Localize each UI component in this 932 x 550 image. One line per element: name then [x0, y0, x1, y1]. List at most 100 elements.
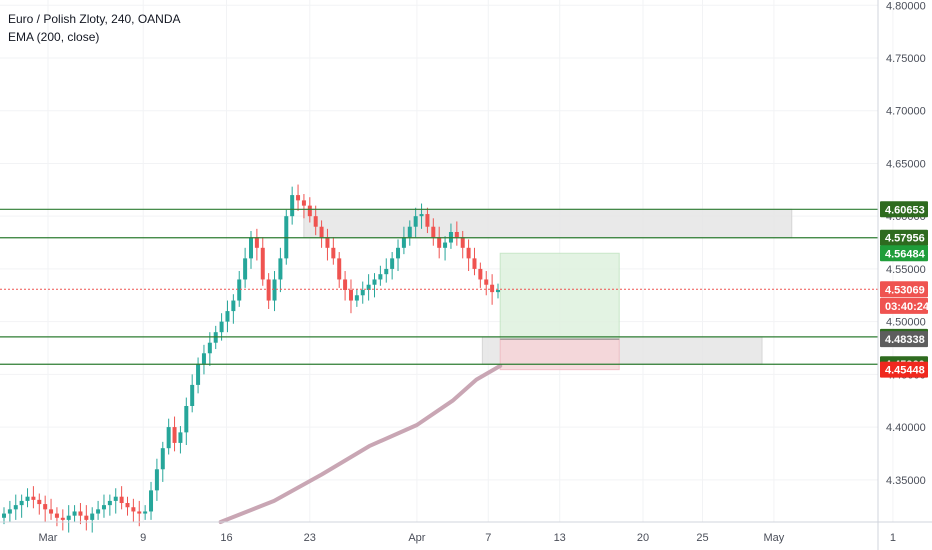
candle[interactable]: [407, 220, 412, 246]
candle[interactable]: [237, 271, 242, 307]
candle[interactable]: [360, 281, 365, 304]
price-badge-level[interactable]: 4.57956: [880, 229, 928, 246]
candle[interactable]: [231, 294, 236, 324]
candle[interactable]: [178, 426, 183, 454]
candle[interactable]: [13, 494, 18, 520]
candle[interactable]: [172, 416, 177, 452]
candle[interactable]: [54, 507, 59, 527]
gray-zone[interactable]: [303, 208, 793, 239]
candle[interactable]: [160, 441, 165, 482]
candle[interactable]: [278, 247, 283, 293]
candle[interactable]: [31, 486, 36, 509]
candle[interactable]: [249, 230, 253, 269]
candle[interactable]: [2, 507, 6, 525]
candle[interactable]: [166, 418, 171, 455]
candle[interactable]: [190, 374, 195, 413]
candle[interactable]: [443, 236, 448, 261]
candle[interactable]: [113, 488, 118, 514]
candle[interactable]: [131, 498, 136, 522]
candle[interactable]: [19, 494, 24, 518]
candle[interactable]: [7, 500, 12, 522]
candle-body: [360, 290, 365, 296]
price-badge-countdown[interactable]: 03:40:24: [880, 297, 930, 314]
candle-body: [366, 284, 371, 290]
candle[interactable]: [125, 496, 130, 516]
candle[interactable]: [272, 271, 277, 312]
price-badge-entry[interactable]: 4.48338: [880, 331, 928, 348]
price-badge-current[interactable]: 4.53069: [880, 281, 928, 298]
candle[interactable]: [372, 273, 377, 298]
candle[interactable]: [343, 271, 348, 301]
candle[interactable]: [348, 279, 353, 314]
candle[interactable]: [84, 505, 89, 531]
candle[interactable]: [101, 494, 106, 518]
candle[interactable]: [119, 486, 124, 510]
candle[interactable]: [254, 228, 259, 261]
candle[interactable]: [96, 500, 101, 520]
symbol-title[interactable]: Euro / Polish Zloty, 240, OANDA: [8, 12, 181, 26]
candle[interactable]: [301, 194, 306, 219]
candle[interactable]: [37, 493, 42, 515]
candle[interactable]: [496, 283, 500, 299]
ema-200-line[interactable]: [218, 363, 503, 524]
candle[interactable]: [266, 273, 271, 309]
candle[interactable]: [396, 239, 401, 272]
candle[interactable]: [313, 205, 318, 236]
chart-grid: [0, 0, 894, 522]
price-badge-target[interactable]: 4.56484: [880, 245, 928, 262]
price-badge-level[interactable]: 4.60653: [880, 201, 928, 218]
candle[interactable]: [90, 507, 95, 533]
candle[interactable]: [78, 503, 83, 525]
candle[interactable]: [401, 226, 406, 255]
candle[interactable]: [460, 230, 465, 259]
candle[interactable]: [143, 505, 148, 520]
candle[interactable]: [107, 494, 112, 516]
candle[interactable]: [484, 271, 489, 296]
price-badge-stop[interactable]: 4.45448: [880, 361, 928, 378]
candle[interactable]: [419, 203, 424, 229]
candle[interactable]: [454, 221, 459, 246]
candle[interactable]: [296, 184, 301, 211]
candle[interactable]: [49, 498, 54, 520]
candle[interactable]: [219, 313, 224, 341]
candle[interactable]: [466, 239, 471, 272]
candle[interactable]: [25, 488, 30, 508]
candle[interactable]: [331, 237, 336, 265]
candle[interactable]: [196, 357, 201, 394]
candle[interactable]: [149, 481, 154, 520]
candle[interactable]: [354, 288, 359, 307]
candle[interactable]: [366, 274, 371, 301]
candle[interactable]: [243, 247, 248, 288]
candle[interactable]: [66, 505, 71, 533]
candle[interactable]: [201, 344, 206, 375]
candle[interactable]: [472, 247, 477, 276]
chart-legend: Euro / Polish Zloty, 240, OANDA EMA (200…: [8, 10, 181, 46]
candle[interactable]: [431, 218, 436, 246]
candle[interactable]: [378, 265, 383, 286]
stop-zone[interactable]: [499, 338, 620, 371]
candle[interactable]: [184, 397, 189, 446]
candle[interactable]: [43, 495, 48, 522]
candle[interactable]: [260, 237, 265, 286]
candle[interactable]: [337, 252, 342, 288]
candle[interactable]: [325, 228, 330, 261]
candle[interactable]: [384, 258, 389, 283]
candle[interactable]: [437, 226, 442, 259]
candle[interactable]: [478, 262, 483, 288]
candle[interactable]: [413, 207, 418, 238]
candle[interactable]: [425, 207, 430, 234]
candle[interactable]: [207, 332, 212, 366]
candle-body: [125, 503, 130, 508]
candle[interactable]: [154, 458, 159, 501]
candle[interactable]: [225, 300, 230, 333]
candle[interactable]: [60, 509, 65, 531]
candle[interactable]: [390, 252, 395, 280]
candle[interactable]: [290, 186, 295, 225]
candle[interactable]: [319, 220, 324, 248]
target-zone[interactable]: [499, 252, 620, 340]
levels-layer[interactable]: [0, 208, 878, 365]
candle[interactable]: [72, 505, 77, 522]
candle-body: [149, 490, 154, 512]
indicator-label[interactable]: EMA (200, close): [8, 30, 100, 44]
